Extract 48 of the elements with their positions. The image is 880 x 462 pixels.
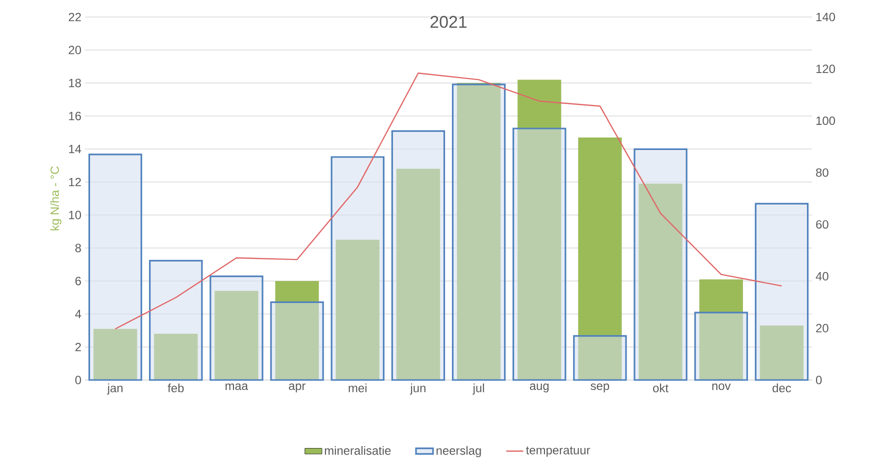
y2-tick-label: 20	[816, 324, 828, 332]
x-tick-label: maa	[226, 384, 248, 390]
y2-tick-label: 80	[816, 168, 828, 177]
bar	[391, 130, 446, 381]
x-tick-label: jun	[410, 384, 426, 395]
y-tick-label: 18	[69, 78, 81, 88]
y-tick-label: 14	[69, 144, 82, 154]
x-tick-label: sep	[590, 384, 610, 392]
y2-tick-label: 40	[816, 272, 828, 281]
x-tick-label: apr	[288, 384, 306, 392]
bar	[760, 326, 804, 380]
legend-label: mineralisatie	[324, 446, 391, 455]
chart-title: 2021	[430, 16, 467, 28]
x-tick-label: nov	[712, 384, 731, 390]
y-tick-label: 20	[68, 46, 82, 54]
y2-tick-label: 0	[816, 376, 822, 384]
legend-label: neerslag	[436, 446, 481, 458]
y-axis-title: kg N/ha - °C	[50, 166, 62, 230]
y-tick-label: 22	[68, 12, 81, 22]
bar	[754, 202, 809, 381]
y2-tick-label: 60	[816, 220, 828, 229]
bar	[149, 260, 203, 381]
y-tick-label: 10	[69, 210, 82, 220]
y-tick-label: 4	[75, 310, 82, 318]
bar	[573, 335, 627, 381]
y-tick-label: 6	[75, 276, 81, 286]
x-tick-label: dec	[772, 384, 792, 392]
x-tick-label: okt	[653, 384, 668, 392]
x-tick-label: mei	[348, 384, 366, 392]
y2-tick-label: 120	[816, 64, 836, 74]
bar	[88, 154, 142, 381]
line-series	[114, 72, 782, 330]
legend-label: temperatuur	[526, 446, 590, 457]
bar	[210, 275, 264, 381]
y-tick-label: 0	[75, 376, 82, 384]
bar	[93, 328, 138, 380]
y-tick-label: 12	[69, 178, 81, 186]
x-tick-label: jan	[107, 384, 122, 395]
x-tick-label: aug	[530, 384, 549, 392]
bar	[634, 148, 688, 381]
y-tick-label: 16	[69, 112, 81, 120]
y-tick-label: 2	[75, 342, 81, 352]
y2-tick-label: 140	[816, 12, 836, 22]
x-tick-label: jul	[472, 384, 484, 395]
y-tick-label: 8	[75, 244, 81, 252]
x-tick-label: feb	[168, 384, 184, 392]
y2-tick-label: 100	[816, 116, 836, 125]
bar	[330, 156, 384, 381]
